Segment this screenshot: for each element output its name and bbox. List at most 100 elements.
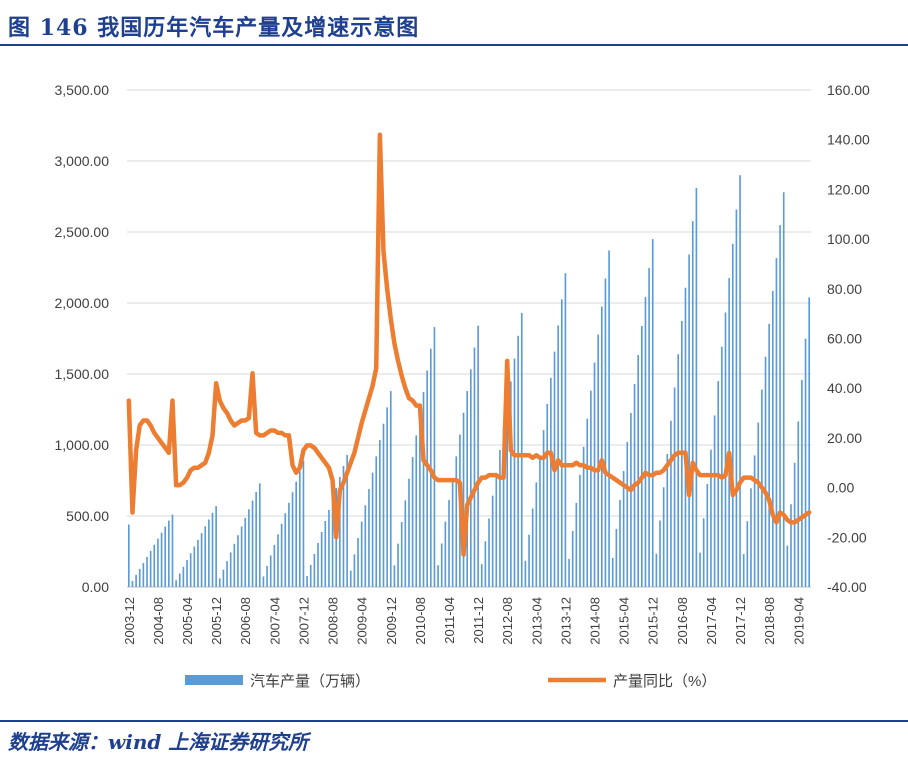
production-bar — [517, 335, 519, 587]
production-bar — [386, 407, 388, 587]
production-bar — [226, 561, 228, 587]
x-tick-label: 2009-12 — [384, 597, 399, 645]
production-bar — [768, 323, 770, 587]
production-bar — [135, 574, 137, 587]
data-source: 数据来源：wind 上海证券研究所 — [8, 730, 309, 754]
production-bar — [790, 504, 792, 587]
production-bar — [466, 391, 468, 587]
production-bar — [455, 456, 458, 587]
production-bar — [666, 453, 669, 587]
production-bar — [328, 509, 330, 587]
production-bar — [160, 532, 163, 587]
production-bar — [630, 413, 632, 587]
production-bar — [251, 500, 254, 587]
production-bar — [208, 519, 210, 587]
production-bar — [186, 560, 188, 587]
production-bar — [782, 192, 785, 588]
production-bar — [448, 499, 450, 587]
x-tick-label: 2018-08 — [762, 597, 777, 645]
production-bar — [506, 404, 509, 587]
production-bar — [357, 538, 359, 587]
production-bar — [273, 544, 276, 587]
production-bar — [211, 512, 214, 587]
production-bar — [277, 534, 279, 587]
right-tick-label: -20.00 — [827, 529, 867, 545]
left-tick-label: 0.00 — [82, 579, 109, 595]
x-tick-label: 2007-04 — [267, 597, 282, 645]
production-bar — [797, 421, 800, 587]
production-bar — [175, 580, 177, 587]
production-bar — [619, 500, 621, 587]
x-tick-label: 2016-08 — [675, 597, 690, 645]
production-bar — [622, 471, 625, 587]
production-bar — [560, 299, 563, 587]
production-bar — [473, 347, 476, 587]
x-tick-label: 2013-04 — [529, 597, 544, 645]
production-bar — [400, 522, 403, 587]
production-bar — [539, 456, 541, 587]
x-tick-label: 2014-08 — [588, 597, 603, 645]
production-bar — [244, 517, 247, 587]
production-bar — [804, 338, 807, 587]
gridlines — [127, 89, 811, 588]
production-bar — [269, 555, 272, 587]
production-bar — [684, 287, 687, 587]
x-tick-label: 2003-12 — [122, 597, 137, 645]
production-bar — [801, 380, 803, 587]
x-tick-label: 2017-12 — [733, 597, 748, 645]
production-bar — [233, 543, 236, 587]
production-bar — [488, 518, 490, 587]
production-bar — [641, 326, 643, 587]
production-bar — [702, 518, 705, 587]
production-bar — [419, 413, 421, 587]
right-tick-label: 40.00 — [827, 380, 862, 396]
production-bar — [793, 462, 796, 587]
production-bar — [397, 543, 399, 587]
production-bar — [637, 355, 639, 587]
right-tick-label: 140.00 — [827, 132, 870, 148]
production-bar — [586, 418, 589, 587]
x-tick-label: 2009-04 — [355, 597, 370, 645]
x-tick-label: 2005-12 — [209, 597, 224, 645]
production-bar — [499, 449, 501, 587]
production-bar — [131, 580, 134, 587]
production-bar — [393, 565, 396, 587]
production-bar — [313, 553, 316, 587]
production-bar — [411, 457, 414, 587]
production-bar — [710, 449, 712, 587]
production-bar — [528, 534, 530, 587]
production-bar — [524, 560, 527, 587]
production-bar — [451, 478, 454, 587]
production-bar — [349, 570, 352, 587]
right-tick-label: 80.00 — [827, 281, 862, 297]
production-bar — [728, 278, 730, 587]
production-bar — [240, 526, 243, 587]
production-bar — [713, 415, 716, 587]
production-bar — [546, 403, 549, 587]
production-bar — [779, 225, 781, 588]
left-tick-label: 500.00 — [66, 508, 109, 524]
production-bar — [808, 297, 810, 587]
production-bar — [579, 474, 581, 587]
x-tick-label: 2007-12 — [296, 597, 311, 645]
production-bar — [382, 423, 385, 587]
production-bar — [597, 334, 599, 587]
production-bar — [266, 565, 268, 587]
production-bar — [771, 290, 774, 587]
production-bar — [444, 521, 447, 587]
production-bar — [739, 175, 741, 587]
production-bar — [288, 502, 290, 587]
production-bar — [291, 492, 294, 587]
production-bar — [302, 460, 305, 587]
production-bar — [775, 258, 778, 587]
production-bar — [655, 553, 658, 587]
production-bar — [204, 526, 207, 587]
production-bar — [520, 312, 523, 587]
production-bar — [695, 187, 698, 588]
production-bar — [346, 454, 348, 587]
production-bar — [673, 387, 676, 587]
legend-bar-label: 汽车产量（万辆） — [250, 673, 370, 690]
production-bar — [462, 412, 465, 587]
production-bar — [724, 312, 727, 587]
production-bar — [284, 513, 287, 587]
